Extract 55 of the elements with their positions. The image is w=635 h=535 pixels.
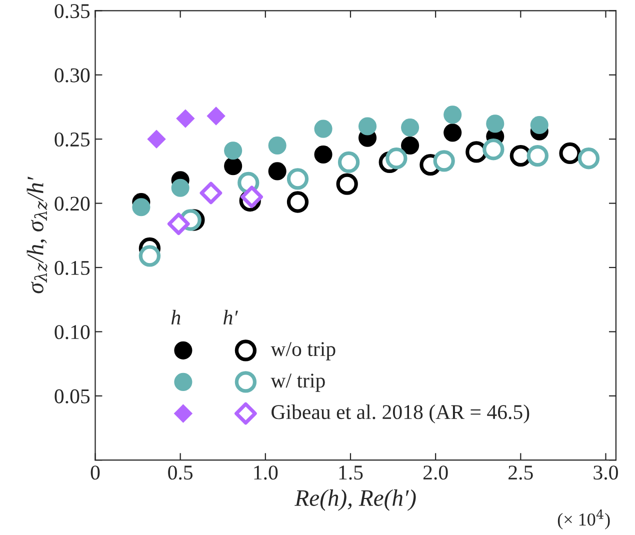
point [200,182,222,204]
legend-label: Gibeau et al. 2018 (AR = 46.5) [272,404,530,424]
point [466,141,488,163]
x-tick-label: 3.0 [594,466,618,480]
y-tick-label: 0.15 [54,260,90,276]
x-tick-label: 0.5 [168,466,193,480]
point [171,178,190,197]
point [314,120,332,138]
point [286,168,309,190]
y-tick-label: 0.10 [54,325,90,340]
point [526,144,549,167]
point [147,130,166,148]
y-tick-label: 0.35 [54,4,90,18]
y-tick-label: 0.25 [54,132,90,147]
y-tick-label: 0.05 [54,389,90,404]
point [401,136,420,155]
point [314,145,332,164]
point [206,106,226,126]
x-tick-label: 0 [90,466,100,480]
y-tick-label: 0.30 [54,68,90,82]
point [138,245,161,267]
point [268,162,286,180]
point [482,138,504,160]
point [433,150,455,172]
legend-label: w/ trip [270,374,325,392]
point [336,173,358,195]
point [386,148,408,170]
point [268,136,286,155]
point [132,198,150,216]
x-tick-label: 2.0 [423,466,448,480]
text: (× 10$^{4}$) [558,510,610,530]
point [286,191,309,213]
x-tick-label: 2.5 [508,466,533,480]
x-tick-label: 1.0 [254,466,278,480]
point [338,151,360,174]
y-axis-title: σ$_{λz}$/h, σ$_{λz}$/h′ [26,176,48,294]
point [224,157,242,176]
point [176,109,195,128]
point [444,106,462,124]
point [578,148,600,170]
legend-label: w/o trip [270,342,336,360]
point [358,117,377,136]
point [401,118,420,137]
point [530,116,548,134]
point [486,114,504,133]
point [240,186,263,208]
x-axis-title: Re(h), Re(h′) [294,489,416,511]
point [559,142,581,164]
point [224,142,242,160]
point [167,212,190,236]
y-tick-label: 0.20 [54,196,90,211]
point [444,124,462,142]
x-tick-label: 1.5 [339,466,363,480]
legend-title: h h′ [171,310,238,324]
point [510,144,532,167]
